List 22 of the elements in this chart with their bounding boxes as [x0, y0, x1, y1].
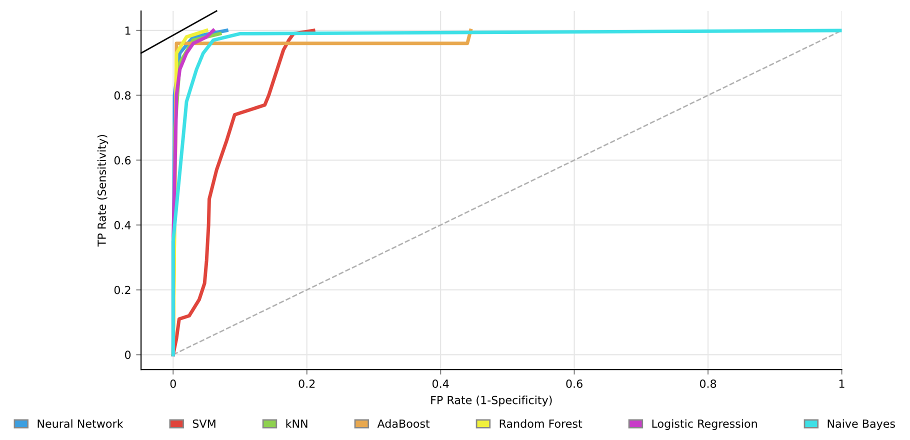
y-tick-label: 0.6	[114, 156, 131, 165]
line-series	[171, 28, 316, 356]
x-tick-label: 1	[839, 380, 844, 388]
legend-label: Logistic Regression	[652, 419, 757, 430]
y-tick-label: 0.8	[114, 91, 131, 100]
legend-label: SVM	[192, 419, 216, 428]
legend-label: kNN	[286, 419, 308, 428]
x-tick-label: 0.6	[566, 380, 582, 388]
x-axis-title: FP Rate (1-Specificity)	[431, 396, 552, 406]
x-tick-label: 0	[170, 380, 176, 388]
legend-label: Naive Bayes	[828, 419, 895, 430]
legend-label: Random Forest	[500, 419, 582, 428]
x-tick-label: 0.4	[432, 380, 449, 388]
y-tick-label: 0	[124, 350, 131, 360]
legend-label: Neural Network	[38, 419, 124, 428]
legend-label: AdaBoost	[377, 419, 430, 428]
y-tick-label: 0.2	[114, 286, 130, 294]
y-tick-label: 0.4	[114, 220, 131, 230]
x-tick-label: 0.2	[298, 380, 315, 388]
x-tick-label: 0.8	[700, 380, 716, 388]
y-axis-title: TP Rate (Sensitivity)	[97, 134, 108, 247]
y-tick-label: 1	[125, 26, 130, 35]
